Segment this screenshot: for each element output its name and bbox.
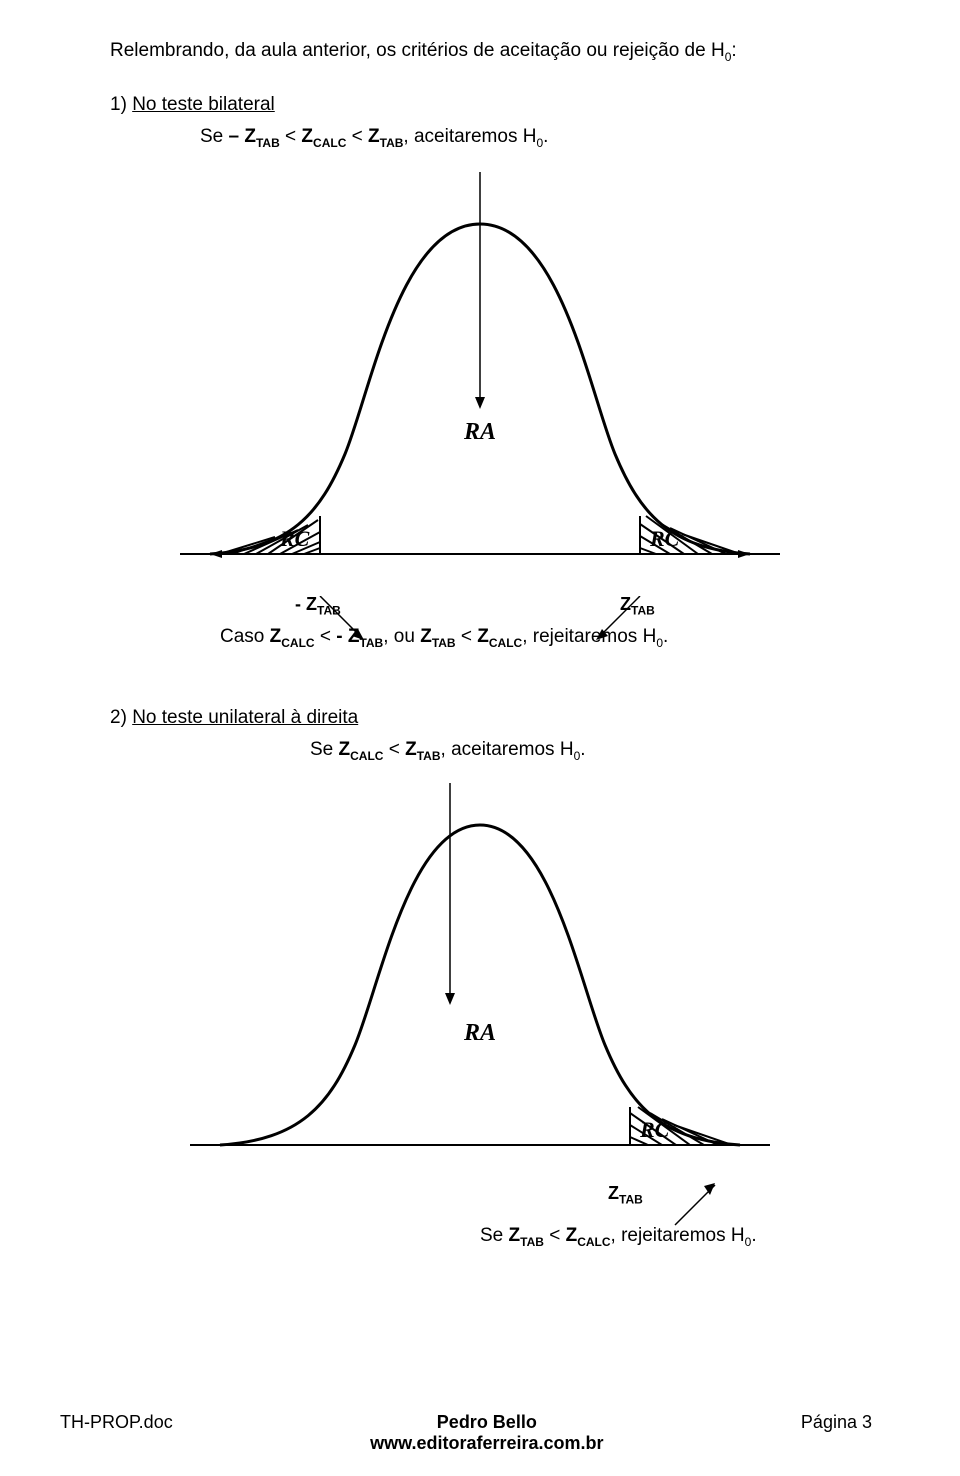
section2-num: 2)	[110, 707, 132, 728]
formula-sub: CALC	[313, 136, 346, 150]
sub: TAB	[520, 1235, 544, 1249]
result2-text: Se ZTAB < ZCALC, rejeitaremos H0.	[480, 1225, 757, 1249]
formula-term: Z	[368, 126, 380, 147]
term: Z	[339, 739, 351, 760]
intro-text: Relembrando, da aula anterior, os critér…	[110, 40, 850, 64]
chart-unilateral: RA RC	[170, 775, 790, 1175]
rc-label-2: RC	[639, 1117, 670, 1142]
sub: CALC	[577, 1235, 610, 1249]
footer-author: Pedro Bello	[370, 1412, 603, 1433]
term: Z	[509, 1225, 521, 1246]
formula-term: – Z	[229, 126, 256, 147]
text: Se	[480, 1225, 509, 1246]
section1-title: 1) No teste bilateral	[110, 94, 850, 116]
footer-url: www.editoraferreira.com.br	[370, 1433, 603, 1454]
label-arrows	[170, 596, 790, 646]
section1-formula: Se – ZTAB < ZCALC < ZTAB, aceitaremos H0…	[200, 126, 850, 150]
chart-unilateral-svg: RA RC	[170, 775, 790, 1175]
section2-title: 2) No teste unilateral à direita	[110, 707, 850, 729]
rc-left-label: RC	[279, 526, 310, 551]
formula-text: <	[280, 126, 302, 147]
chart-bilateral: RA RC RC	[170, 154, 790, 584]
term: Z	[405, 739, 417, 760]
section1-num: 1)	[110, 94, 132, 115]
text: <	[383, 739, 405, 760]
formula-sub: TAB	[256, 136, 280, 150]
formula-text: Se	[200, 126, 229, 147]
intro-suffix: :	[731, 40, 736, 61]
text: .	[580, 739, 585, 760]
ra-label: RA	[463, 419, 496, 445]
footer-right: Página 3	[801, 1412, 872, 1454]
formula-term: Z	[301, 126, 313, 147]
formula-text: <	[346, 126, 368, 147]
text: , aceitaremos H	[441, 739, 574, 760]
term: Z	[566, 1225, 578, 1246]
chart2-labels: ZTAB Se ZTAB < ZCALC, rejeitaremos H0.	[170, 1183, 790, 1253]
sub: TAB	[417, 749, 441, 763]
page-footer: TH-PROP.doc Pedro Bello www.editoraferre…	[0, 1412, 960, 1454]
section2-title-text: No teste unilateral à direita	[132, 707, 358, 728]
text: .	[751, 1225, 756, 1246]
rc-right-label: RC	[649, 526, 680, 551]
section1-title-text: No teste bilateral	[132, 94, 275, 115]
ra-label-2: RA	[463, 1020, 496, 1046]
text: Se	[310, 739, 339, 760]
text: , rejeitaremos H	[611, 1225, 745, 1246]
formula-sub: TAB	[380, 136, 404, 150]
chart1-axis-labels: - ZTAB ZTAB	[170, 594, 790, 618]
chart-bilateral-svg: RA RC RC	[170, 154, 790, 584]
text: <	[544, 1225, 566, 1246]
footer-center: Pedro Bello www.editoraferreira.com.br	[370, 1412, 603, 1454]
formula-text: , aceitaremos H	[403, 126, 536, 147]
section2-formula: Se ZCALC < ZTAB, aceitaremos H0.	[310, 739, 850, 763]
intro-prefix: Relembrando, da aula anterior, os critér…	[110, 40, 725, 61]
formula-text: .	[543, 126, 548, 147]
footer-left: TH-PROP.doc	[60, 1412, 173, 1454]
sub: CALC	[350, 749, 383, 763]
